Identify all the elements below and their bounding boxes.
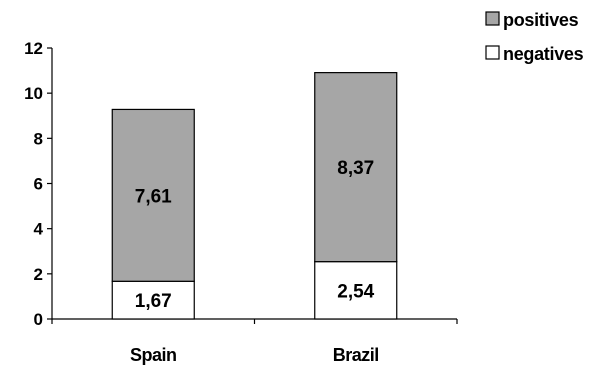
- data-label-positives-spain: 7,61: [135, 186, 172, 207]
- chart-bars: [111, 72, 398, 320]
- legend-label-negatives: negatives: [503, 44, 584, 64]
- y-tick-label: 4: [34, 220, 44, 239]
- chart-legend: positives negatives: [485, 10, 584, 64]
- y-tick-label: 8: [34, 129, 43, 148]
- data-label-negatives-spain: 1,67: [135, 291, 172, 312]
- data-label-positives-brazil: 8,37: [337, 158, 374, 179]
- chart-data-labels: 1,67 7,61 2,54 8,37: [135, 158, 375, 312]
- chart-axes: 0 2 4 6 8 10 12 Spain Brazil: [24, 39, 458, 365]
- legend-swatch-positives: [485, 11, 500, 26]
- x-category-label: Spain: [130, 345, 177, 365]
- bar-positives-spain: [111, 108, 195, 282]
- y-tick-label: 12: [24, 39, 43, 58]
- bar-negatives-spain: [111, 280, 195, 320]
- y-tick-label: 0: [34, 310, 43, 329]
- x-category-label: Brazil: [333, 345, 379, 365]
- legend-label-positives: positives: [503, 10, 579, 30]
- y-tick-label: 2: [34, 265, 43, 284]
- bar-negatives-brazil: [314, 261, 398, 320]
- y-tick-label: 10: [24, 84, 43, 103]
- legend-swatch-negatives: [485, 45, 500, 60]
- y-tick-label: 6: [34, 175, 43, 194]
- data-label-negatives-brazil: 2,54: [337, 281, 374, 302]
- bar-positives-brazil: [314, 72, 398, 263]
